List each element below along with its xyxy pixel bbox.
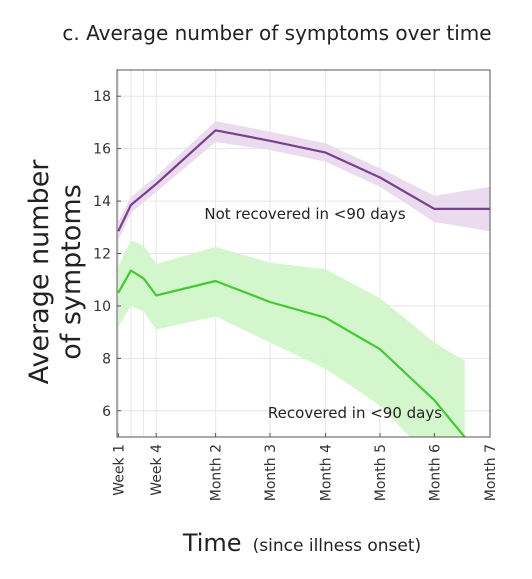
chart-title: c. Average number of symptoms over time [62, 21, 491, 45]
x-tick-label: Month 5 [373, 444, 389, 501]
y-axis-title: Average number of symptoms [24, 159, 87, 385]
y-tick-label: 18 [93, 89, 111, 105]
series-lines [117, 129, 490, 437]
y-tick-label: 12 [93, 247, 111, 263]
y-axis-title-line-1: Average number [24, 159, 55, 385]
x-axis-title: Time (since illness onset) [182, 529, 421, 557]
x-tick-label: Week 1 [111, 444, 127, 496]
y-tick-label: 6 [102, 404, 111, 420]
x-axis-title-main: Time [182, 529, 242, 557]
annotation-recovered: Recovered in <90 days [268, 404, 442, 422]
y-tick-label: 10 [93, 299, 111, 315]
x-tick-label: Month 2 [209, 444, 225, 501]
annotation-not-recovered: Not recovered in <90 days [204, 205, 405, 223]
series-line-0 [117, 129, 490, 232]
confidence-band-0 [118, 121, 490, 241]
x-tick-label: Month 7 [483, 444, 499, 501]
y-tick-label: 16 [93, 142, 111, 158]
x-tick-label: Week 4 [149, 444, 165, 496]
x-tick-label: Month 4 [319, 444, 335, 501]
confidence-bands [118, 121, 490, 437]
y-tick-label: 14 [93, 194, 111, 210]
svg-text:Time (since illness onse: Time (since illness onset) [182, 529, 421, 557]
y-axis-title-line-2: of symptoms [56, 184, 87, 360]
confidence-band-1 [118, 240, 465, 437]
y-tick-label: 8 [102, 351, 111, 367]
series-line-1 [117, 269, 466, 437]
axes [116, 69, 491, 438]
series-annotations: Not recovered in <90 days Recovered in <… [204, 205, 442, 422]
x-tick-label: Month 6 [427, 444, 443, 501]
tick-labels: 6 8 10 12 14 16 18 Week 1 Week 4 Month 2 Month 3 Mo… [93, 89, 499, 501]
x-axis-title-sub: (since illness onset) [253, 536, 422, 556]
x-tick-label: Month 3 [263, 444, 279, 501]
